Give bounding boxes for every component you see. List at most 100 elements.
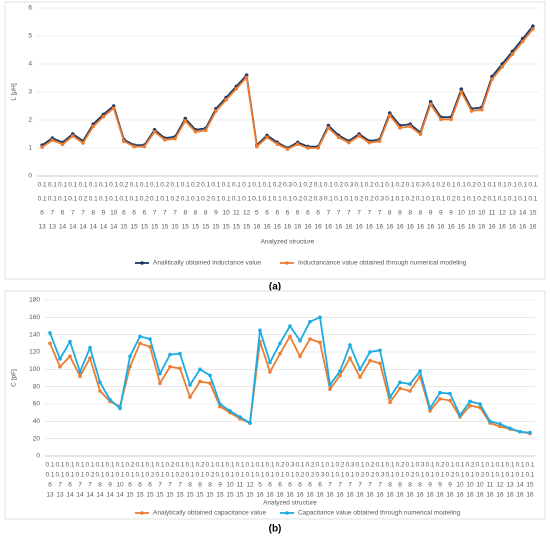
- x-tick-label: 0.3: [345, 462, 354, 469]
- caption: (a): [269, 282, 281, 293]
- x-tick-label: 0.1: [242, 182, 251, 189]
- point: [285, 147, 290, 151]
- x-tick-label: 0.2: [125, 462, 134, 469]
- x-tick-label: 15: [526, 482, 534, 489]
- x-tick-label: 14: [519, 210, 527, 217]
- x-tick-label: 0.1: [109, 182, 118, 189]
- point: [70, 134, 75, 138]
- x-tick-label: 13: [509, 210, 517, 217]
- x-tick-label: 0.2: [355, 472, 364, 479]
- x-tick-label: 0.2: [477, 196, 486, 203]
- x-tick-label: 10: [226, 482, 234, 489]
- point: [48, 341, 52, 346]
- x-tick-label: 10: [476, 482, 484, 489]
- point: [168, 364, 172, 369]
- point: [459, 90, 464, 94]
- x-tick-label: 16: [335, 224, 343, 231]
- x-tick-label: 0.1: [135, 462, 144, 469]
- point: [478, 402, 482, 406]
- point: [168, 352, 172, 357]
- point: [418, 132, 423, 137]
- point: [152, 129, 157, 134]
- x-tick-label: 0.1: [68, 182, 77, 189]
- x-tick-label: 0.1: [65, 462, 74, 469]
- x-tick-label: 0.1: [345, 472, 354, 479]
- x-tick-label: 7: [337, 210, 341, 217]
- x-tick-label: 0.1: [191, 196, 200, 203]
- x-tick-label: 0.1: [426, 182, 435, 189]
- x-tick-label: 0.1: [89, 196, 98, 203]
- x-tick-label: 7: [347, 210, 351, 217]
- x-tick-label: 9: [108, 482, 112, 489]
- x-tick-label: 15: [171, 224, 179, 231]
- point: [490, 77, 494, 82]
- point: [208, 381, 212, 386]
- x-tick-label: 16: [304, 224, 312, 231]
- x-tick-label: 0.1: [515, 472, 524, 479]
- point: [128, 364, 132, 369]
- x-tick-label: 0.1: [335, 472, 344, 479]
- x-tick-label: 0.1: [130, 196, 139, 203]
- x-tick-label: 14: [110, 224, 118, 231]
- point: [358, 375, 362, 379]
- x-tick-label: 0.2: [303, 182, 312, 189]
- x-tick-label: 16: [499, 224, 507, 231]
- point: [275, 142, 280, 146]
- point: [531, 24, 535, 29]
- x-tick-label: 0.2: [365, 196, 374, 203]
- x-tick-label: 0.1: [515, 462, 524, 469]
- x-tick-label: 0.1: [140, 182, 149, 189]
- x-tick-label: 0.3: [375, 472, 384, 479]
- point: [268, 360, 272, 365]
- x-tick-label: 0.2: [445, 472, 454, 479]
- x-tick-label: 13: [506, 482, 514, 489]
- x-tick-label: 8: [388, 210, 392, 217]
- point: [50, 138, 55, 142]
- x-tick-label: 0.1: [485, 472, 494, 479]
- x-tick-label: 7: [78, 482, 82, 489]
- point: [418, 369, 422, 373]
- x-tick-label: 7: [358, 482, 362, 489]
- point: [498, 424, 502, 429]
- x-tick-label: 15: [166, 492, 174, 499]
- y-axis-title: C [pF]: [11, 369, 18, 387]
- x-tick-label: 0.1: [45, 462, 54, 469]
- x-tick-label: 0.1: [395, 472, 404, 479]
- point: [58, 364, 62, 369]
- x-tick-label: 15: [216, 492, 224, 499]
- x-tick-label: 0.1: [495, 472, 504, 479]
- point: [228, 409, 232, 413]
- x-tick-label: 0.2: [447, 196, 456, 203]
- point: [178, 351, 182, 356]
- x-tick-label: 0.1: [375, 182, 384, 189]
- point: [328, 383, 332, 387]
- x-tick-label: 16: [325, 224, 333, 231]
- point: [234, 86, 239, 91]
- x-tick-label: 0.1: [109, 196, 118, 203]
- x-tick-label: 0.2: [78, 196, 87, 203]
- x-tick-label: 8: [183, 210, 187, 217]
- x-tick-label: 0.1: [145, 462, 154, 469]
- x-tick-label: 6: [122, 210, 126, 217]
- point: [479, 107, 484, 112]
- x-tick-label: 0.2: [175, 472, 184, 479]
- point: [98, 380, 102, 385]
- x-tick-label: 0.3: [375, 196, 384, 203]
- x-tick-label: 0.1: [263, 196, 272, 203]
- legend-marker: [140, 511, 144, 515]
- x-tick-label: 16: [336, 492, 344, 499]
- x-tick-label: 0.1: [425, 462, 434, 469]
- x-tick-label: 0.1: [222, 196, 231, 203]
- x-tick-label: 0.1: [435, 472, 444, 479]
- chart-frame: [4, 290, 546, 520]
- point: [173, 136, 177, 141]
- x-tick-label: 0.1: [395, 196, 404, 203]
- point: [377, 139, 382, 144]
- x-tick-label: 15: [120, 224, 128, 231]
- point: [255, 144, 259, 149]
- y-axis-title: L [μH]: [11, 83, 18, 100]
- x-tick-label: 0.2: [160, 182, 169, 189]
- x-tick-label: 0.1: [95, 472, 104, 479]
- legend-marker: [140, 261, 144, 265]
- x-tick-label: 0.1: [325, 472, 334, 479]
